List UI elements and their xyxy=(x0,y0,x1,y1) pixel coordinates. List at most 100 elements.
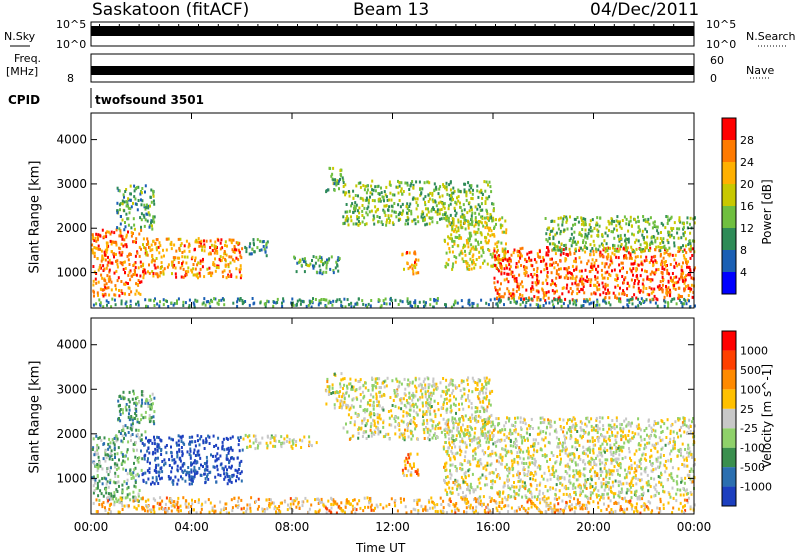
power-cell xyxy=(682,279,684,282)
power-cell xyxy=(412,270,414,273)
power-cell xyxy=(667,231,669,234)
power-cell xyxy=(500,272,502,275)
power-cell xyxy=(565,274,567,277)
power-cell xyxy=(98,281,100,284)
velocity-cell xyxy=(353,397,355,400)
velocity-cell xyxy=(472,377,474,380)
nsky-spike xyxy=(238,24,239,28)
power-cell xyxy=(593,284,595,287)
velocity-cell xyxy=(148,452,150,455)
power-cell xyxy=(339,169,341,172)
power-cell xyxy=(471,212,473,215)
power-cell xyxy=(506,267,508,270)
power-cell xyxy=(121,251,123,254)
velocity-cell xyxy=(372,389,374,392)
velocity-cell xyxy=(267,444,269,447)
velocity-cell xyxy=(669,474,671,477)
power-cell xyxy=(296,304,298,307)
power-cell xyxy=(602,300,604,303)
velocity-cell xyxy=(128,412,130,415)
power-cell xyxy=(450,214,452,217)
velocity-cell xyxy=(141,457,143,460)
power-cell xyxy=(120,235,122,238)
power-cell xyxy=(451,240,453,243)
power-cell xyxy=(658,268,660,271)
power-cell xyxy=(528,251,530,254)
power-cell xyxy=(630,269,632,272)
power-cell xyxy=(640,248,642,251)
power-cell xyxy=(690,288,692,291)
power-cell xyxy=(245,250,247,253)
velocity-cell xyxy=(395,405,397,408)
power-cell xyxy=(235,257,237,260)
velocity-cell xyxy=(681,477,683,480)
power-cell xyxy=(567,228,569,231)
power-cell xyxy=(673,297,675,300)
power-cell xyxy=(632,263,634,266)
velocity-cell xyxy=(105,488,107,491)
power-cell xyxy=(111,261,113,264)
power-cell xyxy=(208,267,210,270)
power-cell xyxy=(685,237,687,240)
velocity-cell xyxy=(559,453,561,456)
power-cell xyxy=(645,287,647,290)
power-cell xyxy=(626,294,628,297)
velocity-cell xyxy=(113,495,115,498)
power-cell xyxy=(587,280,589,283)
power-cell xyxy=(116,226,118,229)
power-cell xyxy=(517,250,519,253)
power-cell xyxy=(373,223,375,226)
power-cell xyxy=(409,251,411,254)
power-cell xyxy=(213,297,215,300)
power-cell xyxy=(415,272,417,275)
velocity-cell xyxy=(418,384,420,387)
power-cell xyxy=(399,199,401,202)
power-cell xyxy=(661,260,663,263)
velocity-cell xyxy=(94,482,96,485)
power-cell xyxy=(493,227,495,230)
velocity-cell xyxy=(104,436,106,439)
power-cell xyxy=(571,282,573,285)
power-cell xyxy=(159,241,161,244)
power-cell xyxy=(525,270,527,273)
power-cell xyxy=(432,200,434,203)
velocity-cell xyxy=(128,398,130,401)
power-cell xyxy=(147,270,149,273)
power-cell xyxy=(481,209,483,212)
power-cell xyxy=(679,216,681,219)
power-cell xyxy=(120,215,122,218)
power-cell xyxy=(414,304,416,307)
velocity-cell xyxy=(431,394,433,397)
velocity-cell xyxy=(399,433,401,436)
power-cell xyxy=(127,217,129,220)
velocity-cell xyxy=(484,436,486,439)
velocity-cell xyxy=(140,450,142,453)
power-cell xyxy=(423,300,425,303)
power-cell xyxy=(374,199,376,202)
velocity-cell xyxy=(132,433,134,436)
power-cell xyxy=(605,232,607,235)
velocity-cell xyxy=(546,460,548,463)
power-cell xyxy=(181,262,183,265)
power-cell xyxy=(154,304,156,307)
power-cell xyxy=(590,235,592,238)
velocity-cell xyxy=(114,462,116,465)
velocity-cell xyxy=(428,395,430,398)
velocity-cell xyxy=(444,398,446,401)
power-cell xyxy=(123,209,125,212)
power-cell xyxy=(391,210,393,213)
power-cell xyxy=(464,190,466,193)
velocity-cell xyxy=(411,399,413,402)
power-cell xyxy=(183,268,185,271)
velocity-cell xyxy=(391,415,393,418)
power-cell xyxy=(507,250,509,253)
power-cell xyxy=(519,257,521,260)
power-cell xyxy=(558,241,560,244)
velocity-cell xyxy=(408,456,410,459)
velocity-cell xyxy=(631,496,633,499)
power-cell xyxy=(478,223,480,226)
power-cell xyxy=(161,261,163,264)
power-cell xyxy=(567,254,569,257)
velocity-cell xyxy=(153,415,155,418)
velocity-cell xyxy=(191,440,193,443)
